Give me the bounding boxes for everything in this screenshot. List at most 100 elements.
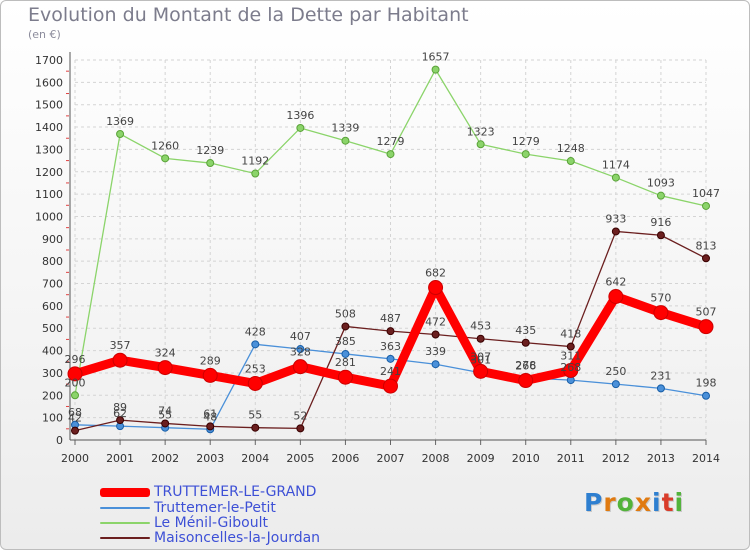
x-tick-label: 2007 — [377, 452, 405, 465]
data-label-truttemer-le-grand: 307 — [470, 350, 491, 363]
data-label-maisoncelles-la-jourdan: 74 — [158, 404, 172, 417]
data-point-truttemer-le-grand — [428, 280, 444, 296]
data-point-truttemer-le-petit — [611, 380, 620, 389]
legend-item-le-menil-giboult: Le Ménil-Giboult — [100, 515, 268, 531]
data-label-maisoncelles-la-jourdan: 933 — [605, 212, 626, 225]
data-label-truttemer-le-petit: 268 — [560, 361, 581, 374]
data-label-maisoncelles-la-jourdan: 52 — [293, 409, 307, 422]
x-tick-label: 2001 — [106, 452, 134, 465]
data-point-maisoncelles-la-jourdan — [611, 227, 620, 236]
data-point-truttemer-le-petit — [296, 345, 305, 354]
x-tick-label: 2013 — [647, 452, 675, 465]
data-point-maisoncelles-la-jourdan — [116, 416, 125, 425]
data-label-le-menil-giboult: 1339 — [331, 122, 359, 135]
data-point-truttemer-le-grand — [608, 288, 624, 304]
data-point-truttemer-le-grand — [473, 363, 489, 379]
data-label-truttemer-le-grand: 281 — [335, 356, 356, 369]
data-label-truttemer-le-petit: 68 — [68, 406, 82, 419]
data-point-maisoncelles-la-jourdan — [296, 424, 305, 433]
x-tick-label: 2002 — [151, 452, 179, 465]
x-tick-label: 2009 — [467, 452, 495, 465]
y-tick-label: 1200 — [35, 166, 63, 179]
data-label-truttemer-le-grand: 507 — [696, 306, 717, 319]
data-point-maisoncelles-la-jourdan — [656, 231, 665, 240]
data-point-maisoncelles-la-jourdan — [476, 334, 485, 343]
data-point-le-menil-giboult — [611, 173, 620, 182]
x-tick-label: 2003 — [196, 452, 224, 465]
data-point-maisoncelles-la-jourdan — [386, 327, 395, 336]
data-label-le-menil-giboult: 1657 — [422, 51, 450, 64]
data-point-truttemer-le-grand — [67, 366, 83, 382]
chart-unit: (en €) — [28, 28, 61, 41]
y-tick-label: 0 — [56, 434, 63, 447]
legend-swatch — [100, 522, 150, 524]
series — [67, 65, 714, 435]
data-point-maisoncelles-la-jourdan — [702, 254, 710, 263]
data-label-truttemer-le-petit: 250 — [605, 365, 626, 378]
x-tick-label: 2004 — [241, 452, 269, 465]
data-label-le-menil-giboult: 1396 — [286, 109, 314, 122]
legend-swatch — [100, 537, 150, 539]
data-point-truttemer-le-petit — [386, 354, 395, 363]
x-tick-label: 2010 — [512, 452, 540, 465]
data-label-le-menil-giboult: 1279 — [512, 135, 540, 148]
data-label-truttemer-le-petit: 62 — [113, 407, 127, 420]
data-point-truttemer-le-grand — [383, 378, 398, 394]
data-label-truttemer-le-petit: 278 — [515, 359, 536, 372]
x-tick-label: 2012 — [602, 452, 630, 465]
data-label-truttemer-le-petit: 339 — [425, 345, 446, 358]
y-tick-label: 400 — [42, 345, 63, 358]
y-tick-label: 1100 — [35, 188, 63, 201]
data-label-le-menil-giboult: 200 — [65, 376, 86, 389]
x-tick-label: 2011 — [557, 452, 585, 465]
y-tick-label: 100 — [42, 412, 63, 425]
data-label-le-menil-giboult: 1369 — [106, 115, 134, 128]
data-label-le-menil-giboult: 1248 — [557, 142, 585, 155]
data-label-truttemer-le-petit: 407 — [290, 330, 311, 343]
legend-label: TRUTTEMER-LE-GRAND — [154, 484, 317, 500]
data-label-truttemer-le-petit: 198 — [696, 377, 717, 390]
data-label-maisoncelles-la-jourdan: 508 — [335, 307, 356, 320]
data-labels: 200 1369 1260 1239 1192 1396 1339 1279 1657 1323 1… — [65, 51, 721, 425]
y-tick-label: 1400 — [35, 121, 63, 134]
data-point-le-menil-giboult — [656, 191, 665, 200]
data-label-truttemer-le-grand: 642 — [605, 275, 626, 288]
data-label-truttemer-le-grand: 328 — [290, 346, 311, 359]
data-point-le-menil-giboult — [116, 129, 125, 138]
data-label-le-menil-giboult: 1279 — [377, 135, 405, 148]
data-label-maisoncelles-la-jourdan: 42 — [68, 412, 82, 425]
data-label-truttemer-le-petit: 55 — [158, 409, 172, 422]
data-point-truttemer-le-grand — [247, 375, 263, 391]
legend-item-maisoncelles-la-jourdan: Maisoncelles-la-Jourdan — [100, 530, 320, 546]
data-label-maisoncelles-la-jourdan: 487 — [380, 312, 401, 325]
data-label-truttemer-le-grand: 357 — [110, 339, 131, 352]
data-point-truttemer-le-grand — [653, 305, 669, 321]
y-tick-label: 1700 — [35, 54, 63, 67]
data-point-le-menil-giboult — [386, 150, 395, 159]
data-point-maisoncelles-la-jourdan — [161, 419, 170, 428]
data-point-le-menil-giboult — [341, 136, 350, 145]
data-point-le-menil-giboult — [702, 201, 710, 210]
legend-label: Maisoncelles-la-Jourdan — [154, 530, 321, 546]
data-label-truttemer-le-petit: 385 — [335, 335, 356, 348]
data-label-truttemer-le-grand: 682 — [425, 267, 446, 280]
data-label-maisoncelles-la-jourdan: 435 — [515, 324, 536, 337]
data-label-le-menil-giboult: 1093 — [647, 177, 675, 190]
data-point-maisoncelles-la-jourdan — [71, 426, 79, 435]
proxiti-logo: Proxiti — [584, 488, 685, 517]
data-point-truttemer-le-petit — [702, 391, 710, 400]
data-point-truttemer-le-petit — [341, 349, 350, 358]
data-point-le-menil-giboult — [206, 159, 215, 168]
data-label-maisoncelles-la-jourdan: 418 — [560, 328, 581, 341]
data-point-maisoncelles-la-jourdan — [251, 423, 260, 432]
data-point-truttemer-le-grand — [337, 369, 353, 385]
y-tick-label: 700 — [42, 278, 63, 291]
legend-item-truttemer-le-grand: TRUTTEMER-LE-GRAND — [100, 484, 316, 500]
data-point-maisoncelles-la-jourdan — [431, 330, 440, 339]
data-label-maisoncelles-la-jourdan: 453 — [470, 320, 491, 333]
data-label-truttemer-le-grand: 253 — [245, 362, 266, 375]
data-point-truttemer-le-grand — [202, 367, 218, 383]
data-point-truttemer-le-grand — [518, 373, 534, 389]
data-point-le-menil-giboult — [566, 157, 575, 166]
y-tick-label: 600 — [42, 300, 63, 313]
